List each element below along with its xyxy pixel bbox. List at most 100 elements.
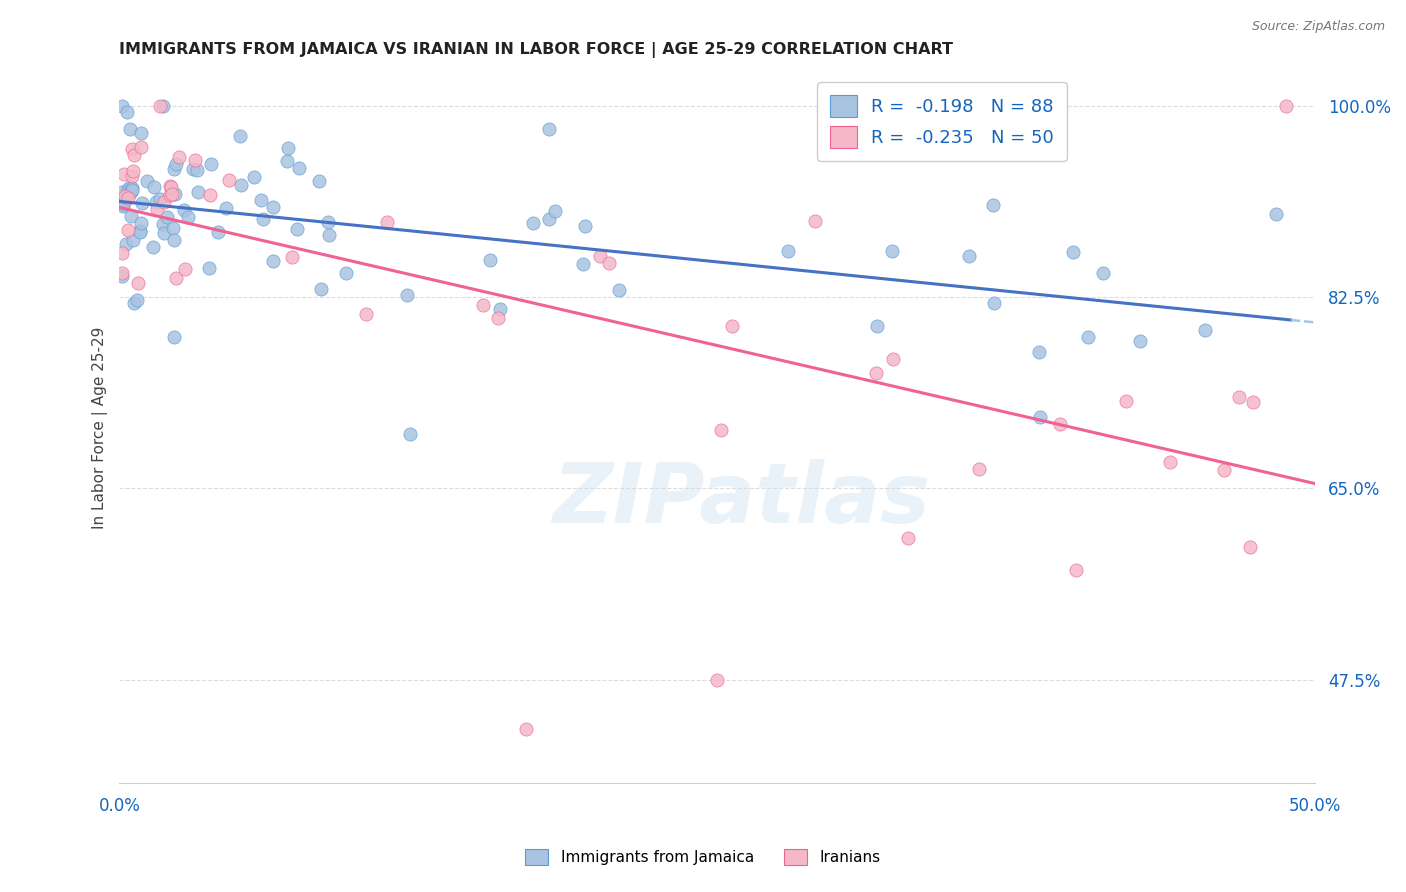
Point — [243, 170, 266, 185]
Point — [207, 225, 229, 239]
Point — [252, 211, 274, 226]
Point — [1227, 390, 1250, 404]
Point — [149, 192, 172, 206]
Point — [112, 167, 135, 181]
Point — [1239, 540, 1261, 554]
Point — [121, 142, 143, 156]
Point — [131, 140, 153, 154]
Point — [117, 223, 139, 237]
Point — [1049, 417, 1071, 431]
Point — [112, 197, 135, 211]
Point — [186, 163, 208, 178]
Point — [1159, 455, 1181, 469]
Point — [308, 174, 330, 188]
Point — [115, 105, 138, 120]
Point — [486, 311, 509, 326]
Point — [897, 531, 920, 545]
Point — [262, 254, 284, 268]
Point — [117, 182, 139, 196]
Point — [356, 307, 378, 321]
Point — [117, 191, 139, 205]
Point — [537, 121, 560, 136]
Text: Source: ZipAtlas.com: Source: ZipAtlas.com — [1251, 20, 1385, 33]
Point — [398, 426, 420, 441]
Point — [335, 267, 357, 281]
Point — [114, 237, 136, 252]
Point — [276, 153, 298, 168]
Point — [149, 99, 172, 113]
Point — [375, 214, 398, 228]
Point — [1028, 345, 1050, 359]
Point — [174, 262, 197, 277]
Point — [478, 252, 501, 267]
Point — [120, 186, 142, 200]
Point — [285, 222, 308, 236]
Point — [111, 269, 134, 284]
Point — [865, 318, 887, 333]
Point — [173, 203, 195, 218]
Text: ZIPatlas: ZIPatlas — [553, 458, 929, 540]
Point — [159, 188, 181, 202]
Point — [882, 244, 904, 258]
Y-axis label: In Labor Force | Age 25-29: In Labor Force | Age 25-29 — [93, 327, 108, 530]
Point — [165, 186, 187, 201]
Point — [589, 249, 612, 263]
Legend: R =  -0.198   N = 88, R =  -0.235   N = 50: R = -0.198 N = 88, R = -0.235 N = 50 — [817, 82, 1067, 161]
Point — [198, 187, 221, 202]
Point — [710, 423, 733, 437]
Point — [129, 223, 152, 237]
Point — [228, 129, 250, 144]
Point — [135, 174, 157, 188]
Point — [598, 256, 620, 270]
Point — [162, 220, 184, 235]
Point — [121, 164, 143, 178]
Point — [187, 186, 209, 200]
Point — [218, 173, 240, 187]
Point — [111, 193, 134, 207]
Point — [515, 722, 537, 736]
Point — [111, 199, 134, 213]
Point — [1265, 207, 1288, 221]
Point — [131, 196, 153, 211]
Point — [159, 179, 181, 194]
Point — [152, 217, 174, 231]
Point — [1091, 266, 1114, 280]
Point — [721, 318, 744, 333]
Point — [607, 283, 630, 297]
Point — [121, 169, 143, 183]
Point — [281, 250, 304, 264]
Point — [572, 257, 595, 271]
Point — [122, 148, 145, 162]
Point — [122, 296, 145, 310]
Point — [215, 201, 238, 215]
Point — [121, 233, 143, 247]
Point — [127, 293, 149, 307]
Point — [489, 301, 512, 316]
Point — [129, 216, 152, 230]
Point — [395, 287, 418, 301]
Point — [882, 352, 904, 367]
Point — [118, 122, 141, 136]
Point — [129, 126, 152, 140]
Point — [804, 213, 827, 227]
Point — [165, 156, 187, 170]
Point — [153, 194, 176, 209]
Point — [1241, 395, 1264, 409]
Point — [522, 216, 544, 230]
Point — [111, 185, 134, 199]
Point — [181, 162, 204, 177]
Point — [143, 180, 166, 194]
Point — [114, 189, 136, 203]
Point — [1077, 330, 1099, 344]
Point — [318, 227, 340, 242]
Point — [142, 239, 165, 253]
Point — [250, 194, 273, 208]
Point — [163, 330, 186, 344]
Point — [1129, 334, 1152, 349]
Point — [288, 161, 311, 176]
Point — [160, 186, 183, 201]
Point — [197, 261, 219, 276]
Point — [544, 204, 567, 219]
Point — [121, 183, 143, 197]
Point — [111, 266, 134, 280]
